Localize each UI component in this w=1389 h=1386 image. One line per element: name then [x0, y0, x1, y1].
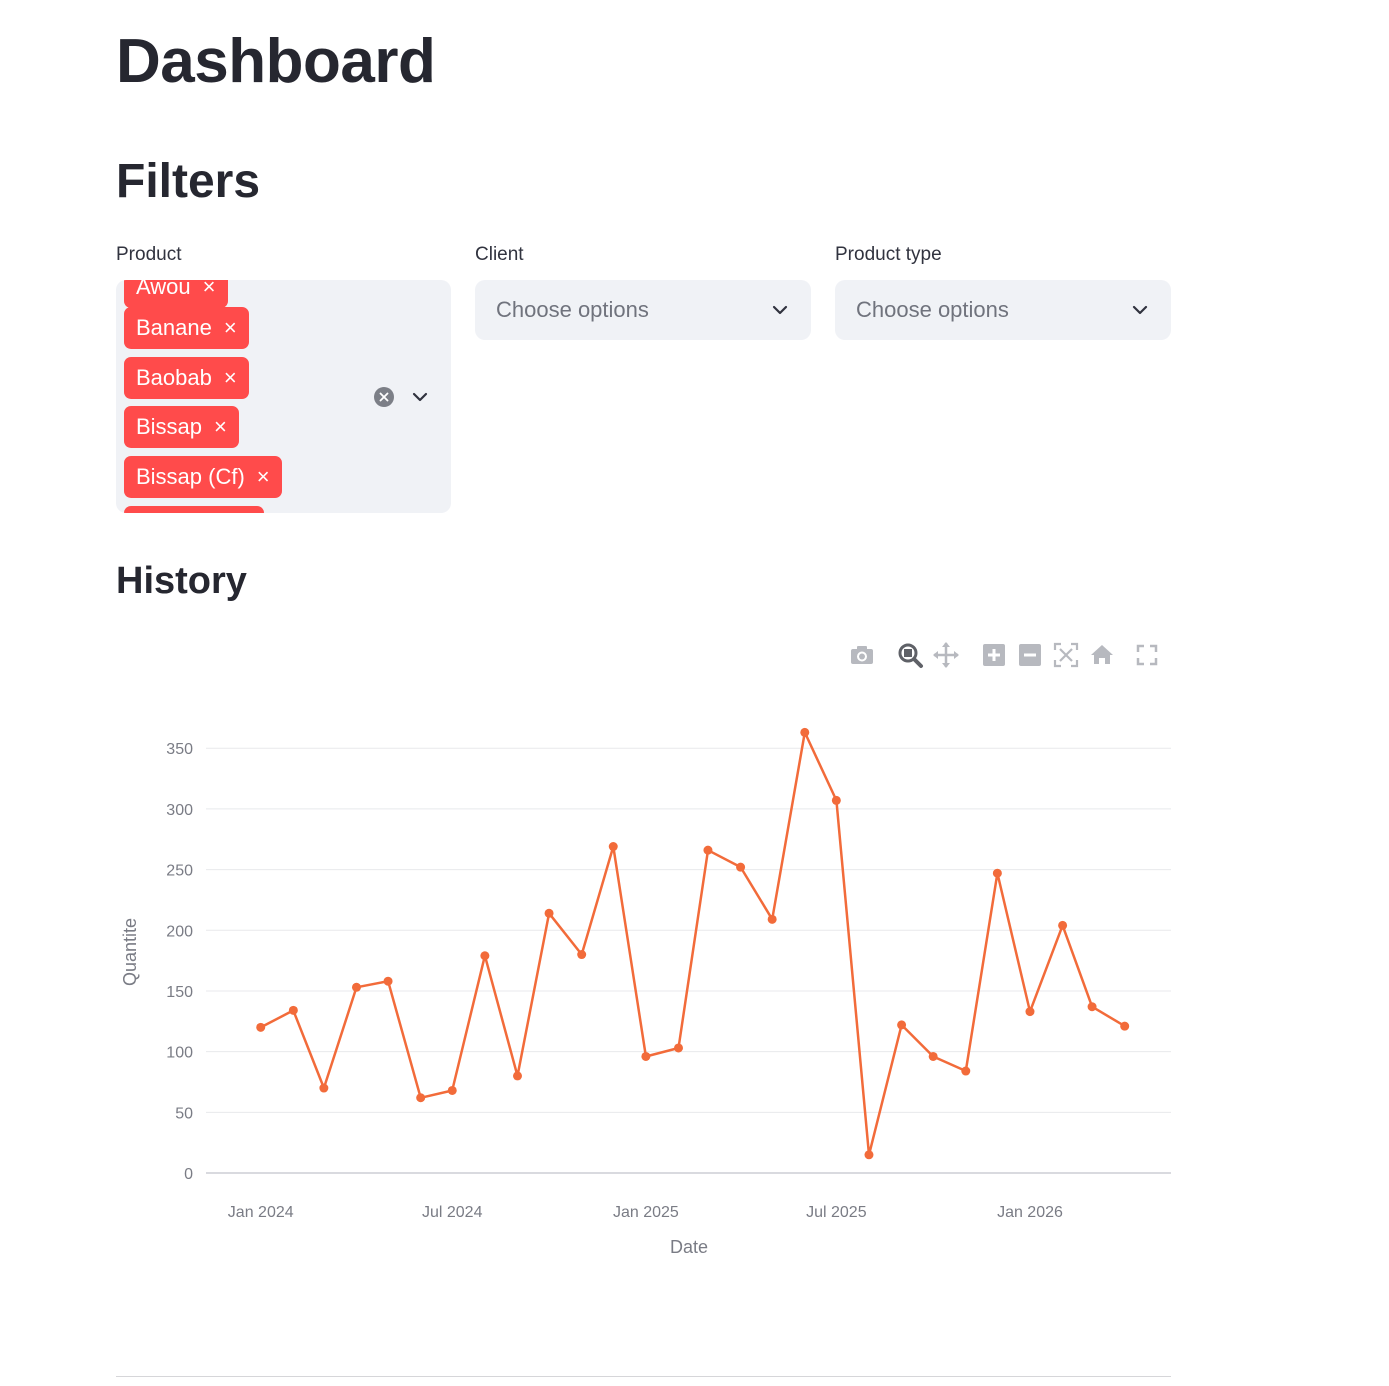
product-tag-label: Bissap (Cf)	[136, 464, 245, 489]
tag-remove-icon[interactable]: ×	[223, 315, 237, 340]
chevron-down-icon[interactable]	[1130, 300, 1150, 320]
data-point[interactable]	[319, 1083, 329, 1093]
product-tag-label: Awou	[136, 280, 191, 299]
x-tick-label: Jan 2025	[613, 1204, 679, 1221]
line-chart-svg[interactable]: 0 50 100 150 200 250 300 350 Jan 2024 Jul 2024 Ja…	[116, 700, 1176, 1280]
y-tick-label: 200	[166, 923, 193, 940]
tag-remove-icon[interactable]: ×	[214, 414, 227, 439]
data-point[interactable]	[831, 795, 841, 805]
history-heading: History	[116, 560, 247, 602]
product-tag[interactable]	[124, 506, 264, 513]
product-tag[interactable]: Baobab ×	[124, 357, 249, 399]
y-tick-label: 50	[175, 1105, 193, 1122]
tag-remove-icon[interactable]: ×	[202, 280, 216, 299]
client-placeholder: Choose options	[496, 297, 649, 322]
y-tick-label: 150	[166, 984, 193, 1001]
y-tick-label: 250	[166, 863, 193, 880]
data-point[interactable]	[961, 1066, 971, 1076]
product-tag[interactable]: Bissap ×	[124, 406, 239, 448]
product-label: Product	[116, 244, 182, 265]
data-point[interactable]	[641, 1051, 651, 1061]
tag-remove-icon[interactable]: ×	[223, 365, 237, 390]
bottom-divider	[116, 1376, 1171, 1377]
clear-all-icon[interactable]	[374, 387, 394, 407]
data-point[interactable]	[608, 842, 618, 852]
y-tick-label: 300	[166, 802, 193, 819]
product-tag[interactable]: Awou ×	[124, 280, 228, 308]
data-point[interactable]	[256, 1022, 266, 1032]
data-point[interactable]	[288, 1005, 298, 1015]
data-point[interactable]	[1087, 1002, 1097, 1012]
data-point[interactable]	[767, 914, 777, 924]
data-point[interactable]	[864, 1150, 874, 1160]
product-type-label: Product type	[835, 244, 942, 265]
product-multiselect[interactable]: Awou × Banane × Baobab × Bissap × Bissap (Cf…	[116, 280, 451, 513]
zoom-out-icon[interactable]	[1016, 641, 1044, 669]
x-tick-label: Jan 2026	[997, 1204, 1063, 1221]
client-select[interactable]: Choose options	[475, 280, 811, 340]
y-tick-label: 100	[166, 1045, 193, 1062]
data-point[interactable]	[800, 727, 810, 737]
client-label: Client	[475, 244, 524, 265]
camera-icon[interactable]	[848, 641, 876, 669]
data-point[interactable]	[897, 1020, 907, 1030]
x-tick-label: Jan 2024	[228, 1204, 294, 1221]
data-point[interactable]	[992, 868, 1002, 878]
data-point[interactable]	[577, 950, 587, 960]
fullscreen-icon[interactable]	[1133, 641, 1161, 669]
data-point[interactable]	[512, 1071, 522, 1081]
product-tag[interactable]: Bissap (Cf) ×	[124, 456, 282, 498]
x-tick-label: Jul 2025	[806, 1204, 867, 1221]
y-axis-label: Quantite	[120, 918, 140, 986]
autoscale-icon[interactable]	[1052, 641, 1080, 669]
home-icon[interactable]	[1088, 641, 1116, 669]
tag-remove-icon[interactable]: ×	[256, 464, 270, 489]
zoom-icon[interactable]	[896, 641, 924, 669]
data-point[interactable]	[736, 862, 746, 872]
data-point[interactable]	[703, 845, 713, 855]
history-chart[interactable]: 0 50 100 150 200 250 300 350 Jan 2024 Jul 2024 Ja…	[116, 700, 1176, 1280]
data-point[interactable]	[1025, 1007, 1035, 1017]
data-point[interactable]	[1058, 920, 1068, 930]
pan-icon[interactable]	[932, 641, 960, 669]
product-tag-label: Banane	[136, 315, 212, 340]
data-point[interactable]	[674, 1043, 684, 1053]
data-point[interactable]	[1120, 1021, 1130, 1031]
chevron-down-icon[interactable]	[410, 387, 430, 407]
y-tick-label: 0	[184, 1166, 193, 1183]
data-point[interactable]	[351, 982, 361, 992]
chevron-down-icon[interactable]	[770, 300, 790, 320]
product-type-placeholder: Choose options	[856, 297, 1009, 322]
product-tag-label: Bissap	[136, 414, 203, 439]
product-type-select[interactable]: Choose options	[835, 280, 1171, 340]
x-tick-label: Jul 2024	[422, 1204, 483, 1221]
data-point[interactable]	[383, 976, 393, 986]
series-line	[260, 731, 1126, 1157]
data-point[interactable]	[928, 1051, 938, 1061]
data-point[interactable]	[480, 951, 490, 961]
page-title: Dashboard	[116, 27, 436, 96]
filters-heading: Filters	[116, 155, 261, 208]
product-tag-label: Baobab	[136, 365, 212, 390]
data-point[interactable]	[416, 1093, 426, 1103]
x-axis-label: Date	[670, 1237, 708, 1257]
data-point[interactable]	[447, 1085, 457, 1095]
y-tick-label: 350	[166, 741, 193, 758]
data-point[interactable]	[544, 908, 554, 918]
product-tag[interactable]: Banane ×	[124, 307, 249, 349]
zoom-in-icon[interactable]	[980, 641, 1008, 669]
